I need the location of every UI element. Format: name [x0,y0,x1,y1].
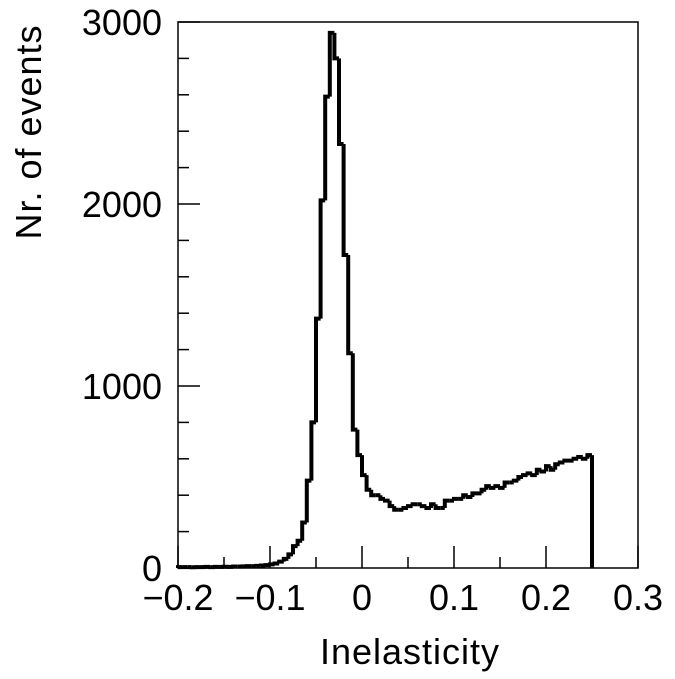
histogram-bin [452,496,459,501]
histogram-bin [511,478,519,483]
y-tick-label: 1000 [82,366,162,407]
plot-border [177,21,639,569]
histogram-bin [314,316,321,423]
histogram-bin [479,487,487,494]
histogram-bin [176,565,183,570]
histogram-bin [286,552,293,559]
y-tick-label: 2000 [82,184,162,225]
histogram-bin [378,495,385,501]
histogram-bin [557,460,565,465]
histogram-bin [341,143,349,257]
x-tick-label: −0.1 [234,577,305,618]
x-axis-label: Inelasticity [320,631,500,672]
x-tick-label: 0.2 [521,577,571,618]
histogram-bin [309,420,316,481]
x-tick-label: −0.2 [142,577,213,618]
histogram-bin [300,520,307,541]
histogram-bin [383,498,390,503]
histogram-bin [401,505,408,510]
histogram-bin [360,455,367,478]
histogram-bin [291,544,298,555]
histogram-bin [410,502,418,507]
histogram-bin [571,456,579,461]
y-tick-label: 0 [142,548,162,589]
y-tick-label: 3000 [82,2,162,43]
histogram-bin [277,559,284,564]
histogram-bin [442,498,450,508]
histogram-bin [516,475,523,481]
histogram-bin [419,504,427,509]
histogram-bin [553,462,560,470]
histogram-bin [355,429,362,458]
histogram-bin [304,478,312,523]
y-axis-ticks: 0 1000 2000 3000 [82,2,200,589]
x-tick-label: 0.1 [429,577,479,618]
histogram-bin [332,32,339,61]
histogram-bin [369,489,376,498]
x-tick-label: 0 [352,577,372,618]
histogram-bin [346,254,353,356]
histogram-bin [364,475,372,492]
histogram-bin [268,562,275,567]
histogram-bin [392,506,399,512]
x-axis-ticks: −0.2 −0.1 0 0.1 0.2 0.3 [142,546,663,618]
x-tick-label: 0.3 [613,577,663,618]
histogram-bin [470,491,477,498]
y-axis-label: Nr. of events [8,24,49,239]
histogram-bin [281,556,289,562]
plot-frame [177,21,639,569]
histogram-bin [387,500,395,509]
histogram-bin [337,58,344,146]
histogram-bin [272,561,280,566]
histogram-bin [521,473,528,478]
histogram-bin [502,480,510,488]
histogram-series [176,30,594,570]
histogram-bin [318,198,326,319]
histogram-bin [350,353,358,432]
histogram-bin [433,504,441,510]
histogram-bin [323,94,330,201]
histogram-bin [295,538,303,547]
histogram-bin [406,504,413,509]
histogram-bin [562,458,569,463]
